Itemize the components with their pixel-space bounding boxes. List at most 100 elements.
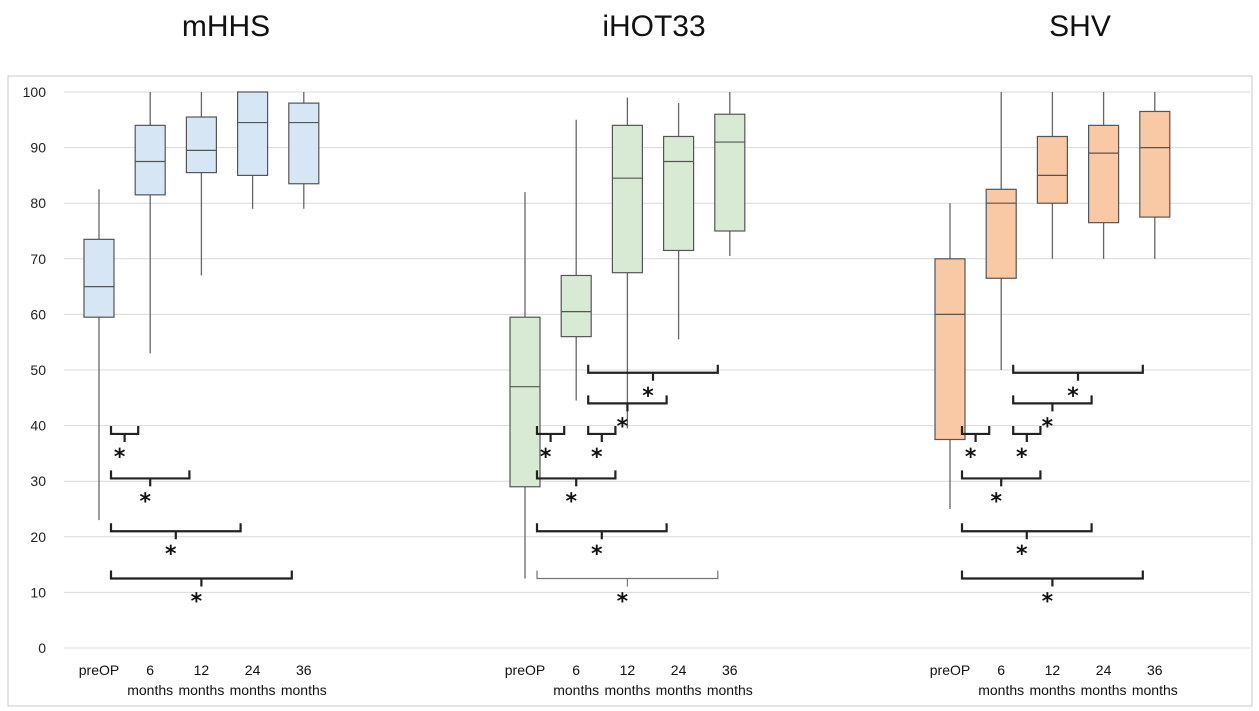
box-iqr [560,274,592,338]
bracket-line [1012,364,1144,381]
box-iqr [509,316,541,488]
box-ihot33-4 [714,92,746,257]
significance-star: * [165,542,177,567]
bracket-line [535,523,668,540]
box-iqr [134,124,166,196]
significance-bracket-shv: * [1012,425,1042,470]
significance-star: * [1016,445,1028,470]
y-axis: 0 10 20 30 40 50 60 70 80 90 100 [23,84,47,656]
x-category-label: months [281,682,327,698]
bracket-line [109,425,140,442]
bracket-line [109,470,191,487]
x-axis-labels: preOP 6 months 12 months 24 months 36 months preO… [79,662,1178,698]
x-category-label: preOP [79,662,119,678]
x-category-label: 24 [1096,662,1112,678]
box-mhhs-3 [237,91,269,209]
x-category-label: 6 [997,662,1005,678]
significance-star: * [139,489,151,514]
x-category-label: 6 [572,662,580,678]
significance-bracket-shv: * [1012,395,1093,439]
x-category-label: months [656,682,702,698]
significance-star: * [591,542,603,567]
significance-bracket-mhhs: * [109,425,140,470]
box-iqr [714,113,746,232]
significance-bracket-shv: * [960,523,1093,567]
x-category-label: months [1081,682,1127,698]
box-iqr [1036,135,1069,204]
box-mhhs-2 [185,92,217,276]
x-category-label: months [604,682,650,698]
box-iqr [288,102,320,185]
box-iqr [611,124,644,274]
x-category-label: 6 [146,662,154,678]
significance-star: * [990,489,1002,514]
y-tick-label: 40 [30,418,46,434]
significance-star: * [565,489,577,514]
box-ihot33-3 [662,103,695,340]
significance-star: * [1067,384,1079,409]
bracket-line [960,570,1144,587]
x-category-label: months [127,682,173,698]
box-shv-1 [985,92,1017,370]
box-ihot33-2 [611,97,644,429]
bracket-line [535,470,617,487]
x-category-label: months [553,682,599,698]
bracket-line [587,364,719,381]
significance-star: * [617,414,629,439]
box-iqr [185,116,217,174]
significance-star: * [965,445,977,470]
x-category-label: months [1132,682,1178,698]
x-category-label: months [230,682,276,698]
significance-bracket-mhhs: * [109,470,191,514]
significance-bracket-shv: * [1012,364,1144,409]
box-iqr [662,135,695,252]
bracket-line [960,425,991,442]
significance-star: * [114,445,126,470]
significance-bracket-shv: * [960,425,991,470]
box-mhhs-0 [83,189,115,521]
bracket-line [109,523,242,540]
x-category-label: 36 [722,662,738,678]
significance-star: * [1042,590,1054,615]
x-category-label: 24 [671,662,687,678]
significance-bracket-ihot33: * [535,425,566,470]
box-iqr [83,238,115,318]
significance-star: * [1016,542,1028,567]
significance-bracket-shv: * [960,470,1042,514]
box-iqr [237,91,269,177]
significance-bracket-ihot33: * [535,523,668,567]
boxes-layer [83,91,1171,579]
bracket-line [960,470,1042,487]
x-category-label: 36 [296,662,312,678]
box-iqr [1139,110,1171,218]
significance-bracket-mhhs: * [109,570,293,615]
panel-title-ihot33: iHOT33 [602,10,706,43]
box-iqr [985,188,1017,279]
x-category-label: 12 [194,662,210,678]
y-tick-label: 50 [30,362,46,378]
plot-frame [7,75,1253,707]
bracket-line [587,425,617,442]
x-category-label: 12 [1045,662,1061,678]
significance-star: * [591,445,603,470]
bracket-line [109,570,293,587]
x-category-label: preOP [930,662,970,678]
box-shv-4 [1139,92,1171,259]
x-category-label: 36 [1147,662,1163,678]
x-category-label: preOP [505,662,545,678]
box-ihot33-0 [509,192,541,579]
y-tick-label: 20 [30,529,46,545]
panel-title-mhhs: mHHS [181,10,271,43]
significance-star: * [191,590,203,615]
bracket-line [1012,395,1093,412]
bracket-line [535,425,566,442]
significance-star: * [617,590,629,615]
x-category-label: 24 [245,662,261,678]
y-tick-label: 100 [23,84,47,100]
box-mhhs-4 [288,92,320,209]
y-tick-label: 10 [30,584,46,600]
x-category-label: months [707,682,753,698]
x-category-label: months [978,682,1024,698]
box-iqr [934,258,966,441]
y-tick-label: 90 [30,140,46,156]
